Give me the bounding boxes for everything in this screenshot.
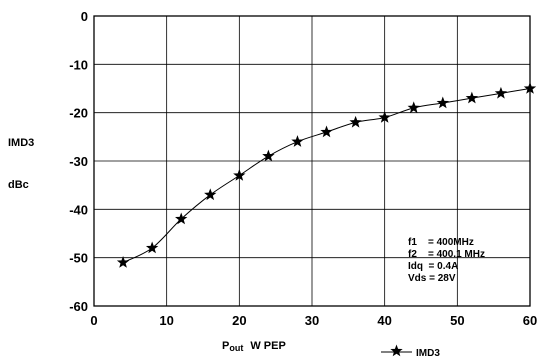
data-point-star <box>291 135 304 147</box>
y-axis-label-line2: dBc <box>8 179 29 191</box>
x-tick-labels: 0 10 20 30 40 50 60 <box>90 313 537 328</box>
x-tick-label: 30 <box>305 313 319 328</box>
annotation-line: f2 = 400.1 MHz <box>408 249 485 260</box>
y-tick-label: -10 <box>69 57 88 72</box>
y-tick-label: -30 <box>69 154 88 169</box>
x-tick-label: 60 <box>523 313 537 328</box>
data-point-star <box>436 96 449 109</box>
x-tick-label: 20 <box>232 313 246 328</box>
data-point-star <box>116 256 130 268</box>
y-tick-label: -20 <box>69 106 88 121</box>
data-point-star <box>378 111 391 123</box>
annotation-line: Vds = 28V <box>408 273 456 284</box>
x-tick-label: 40 <box>377 313 391 328</box>
data-point-star <box>233 169 246 181</box>
annotation-line: Idq = 0.4A <box>408 261 458 272</box>
y-axis-label-line1: IMD3 <box>8 137 34 149</box>
x-axis-label-main: P <box>222 340 229 352</box>
data-point-star <box>523 82 537 94</box>
x-axis-label-unit: W PEP <box>250 340 285 352</box>
series-markers-imd3 <box>116 82 537 268</box>
x-tick-label: 10 <box>159 313 173 328</box>
plot-area-frame <box>93 15 531 307</box>
data-point-star <box>262 149 275 162</box>
x-tick-label: 50 <box>450 313 464 328</box>
y-tick-label: -50 <box>69 251 88 266</box>
y-tick-label: -60 <box>69 299 88 314</box>
x-axis-label-sub: out <box>229 343 243 353</box>
y-tick-label: 0 <box>81 9 88 24</box>
data-point-star <box>145 241 159 254</box>
grid-lines <box>93 15 531 307</box>
y-tick-label: -40 <box>69 202 88 217</box>
x-axis-label: Pout W PEP <box>222 340 286 353</box>
data-point-star <box>465 91 479 104</box>
annotation-line: f1 = 400MHz <box>408 237 474 248</box>
legend: IMD3 <box>381 344 440 359</box>
x-tick-label: 0 <box>90 313 97 328</box>
data-point-star <box>494 86 508 99</box>
data-point-star <box>349 115 362 128</box>
data-point-star <box>175 212 188 225</box>
data-point-star <box>407 101 420 114</box>
legend-label: IMD3 <box>416 348 440 359</box>
data-point-star <box>320 125 333 138</box>
data-point-star <box>204 188 217 201</box>
y-tick-labels: 0 -10 -20 -30 -40 -50 -60 <box>69 9 88 314</box>
legend-star-marker <box>390 344 403 357</box>
